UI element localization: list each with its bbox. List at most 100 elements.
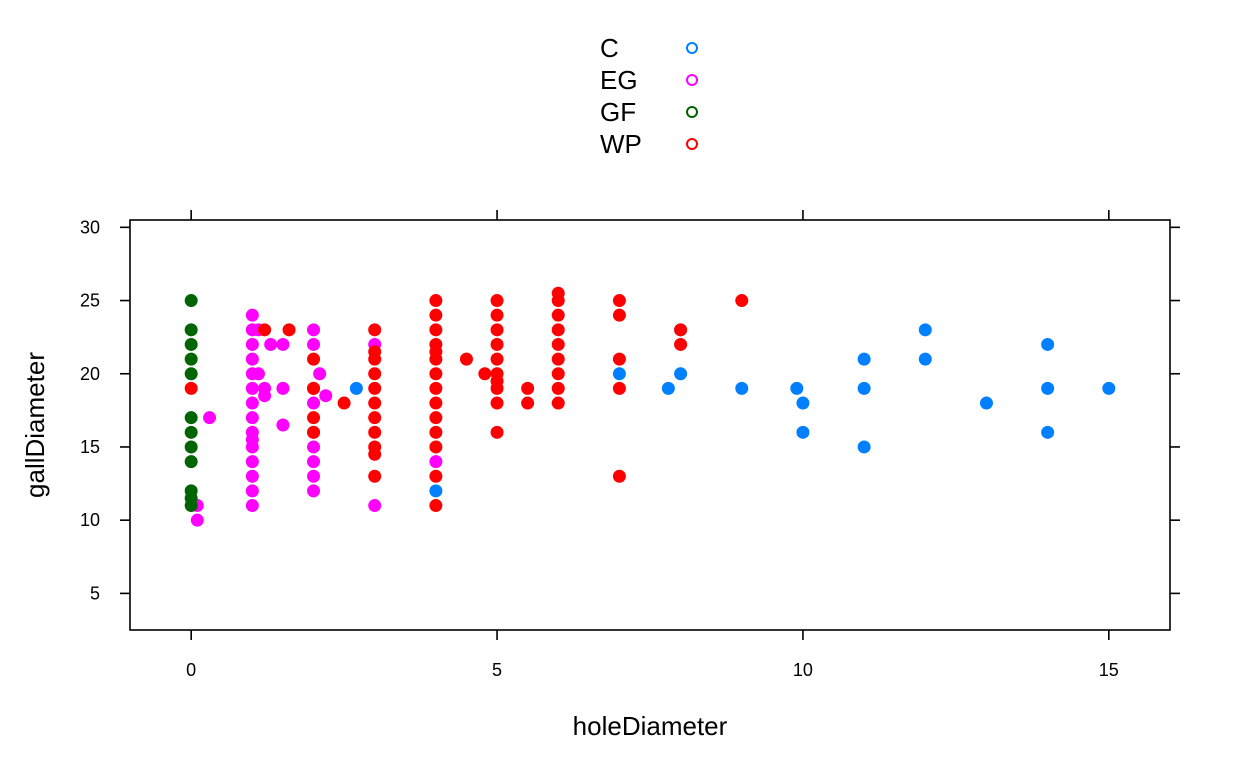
point-wp <box>490 323 504 337</box>
y-tick-label: 25 <box>80 291 100 311</box>
x-tick-label: 5 <box>492 660 502 680</box>
point-wp <box>258 323 272 337</box>
point-wp <box>429 323 443 337</box>
point-eg <box>245 484 259 498</box>
point-wp <box>368 367 382 381</box>
point-wp <box>368 352 382 366</box>
y-tick-label: 20 <box>80 364 100 384</box>
point-wp <box>478 367 492 381</box>
point-gf <box>184 440 198 454</box>
point-c <box>1041 381 1055 395</box>
point-gf <box>184 411 198 425</box>
point-eg <box>245 440 259 454</box>
point-wp <box>429 499 443 513</box>
legend-label-wp: WP <box>600 129 642 159</box>
point-c <box>1041 337 1055 351</box>
point-wp <box>551 323 565 337</box>
point-eg <box>251 367 265 381</box>
point-wp <box>307 411 321 425</box>
point-eg <box>264 337 278 351</box>
point-wp <box>368 447 382 461</box>
point-c <box>1102 381 1116 395</box>
point-eg <box>245 455 259 469</box>
point-wp <box>368 425 382 439</box>
point-wp <box>551 396 565 410</box>
point-wp <box>490 308 504 322</box>
point-eg <box>307 455 321 469</box>
y-tick-label: 30 <box>80 217 100 237</box>
point-eg <box>307 469 321 483</box>
point-wp <box>429 469 443 483</box>
point-wp <box>368 469 382 483</box>
point-wp <box>612 308 626 322</box>
point-eg <box>245 337 259 351</box>
point-wp <box>551 352 565 366</box>
point-wp <box>459 352 473 366</box>
point-eg <box>245 499 259 513</box>
point-wp <box>612 381 626 395</box>
point-eg <box>203 411 217 425</box>
point-gf <box>184 352 198 366</box>
point-gf <box>184 499 198 513</box>
point-wp <box>490 396 504 410</box>
point-eg <box>276 381 290 395</box>
point-eg <box>245 381 259 395</box>
point-c <box>857 381 871 395</box>
point-wp <box>429 381 443 395</box>
legend-label-c: C <box>600 33 619 63</box>
data-points <box>184 286 1116 527</box>
point-wp <box>490 425 504 439</box>
point-wp <box>184 381 198 395</box>
point-wp <box>429 308 443 322</box>
point-c <box>857 440 871 454</box>
x-tick-label: 0 <box>186 660 196 680</box>
point-c <box>918 323 932 337</box>
point-wp <box>551 367 565 381</box>
legend-marker-gf <box>686 106 698 118</box>
point-wp <box>429 396 443 410</box>
point-gf <box>184 455 198 469</box>
point-eg <box>245 396 259 410</box>
point-wp <box>551 294 565 308</box>
legend-marker-eg <box>686 74 698 86</box>
point-wp <box>612 352 626 366</box>
point-wp <box>521 381 535 395</box>
point-c <box>979 396 993 410</box>
point-wp <box>429 352 443 366</box>
point-eg <box>319 389 333 403</box>
legend-marker-c <box>686 42 698 54</box>
point-wp <box>429 294 443 308</box>
point-eg <box>245 308 259 322</box>
y-tick-label: 5 <box>90 583 100 603</box>
point-c <box>429 484 443 498</box>
point-c <box>796 425 810 439</box>
point-eg <box>307 323 321 337</box>
y-axis-title: gallDiameter <box>20 352 50 498</box>
point-eg <box>307 337 321 351</box>
point-eg <box>276 418 290 432</box>
point-c <box>857 352 871 366</box>
point-c <box>796 396 810 410</box>
point-c <box>349 381 363 395</box>
point-c <box>1041 425 1055 439</box>
point-eg <box>276 337 290 351</box>
point-eg <box>368 499 382 513</box>
x-axis-title: holeDiameter <box>573 711 728 741</box>
point-eg <box>245 411 259 425</box>
point-wp <box>429 440 443 454</box>
legend-label-gf: GF <box>600 97 636 127</box>
point-c <box>735 381 749 395</box>
point-wp <box>490 337 504 351</box>
point-wp <box>735 294 749 308</box>
point-eg <box>245 469 259 483</box>
point-wp <box>307 425 321 439</box>
point-eg <box>190 513 204 527</box>
point-wp <box>429 367 443 381</box>
point-eg <box>307 396 321 410</box>
y-tick-label: 10 <box>80 510 100 530</box>
point-wp <box>612 469 626 483</box>
point-wp <box>612 294 626 308</box>
point-wp <box>521 396 535 410</box>
